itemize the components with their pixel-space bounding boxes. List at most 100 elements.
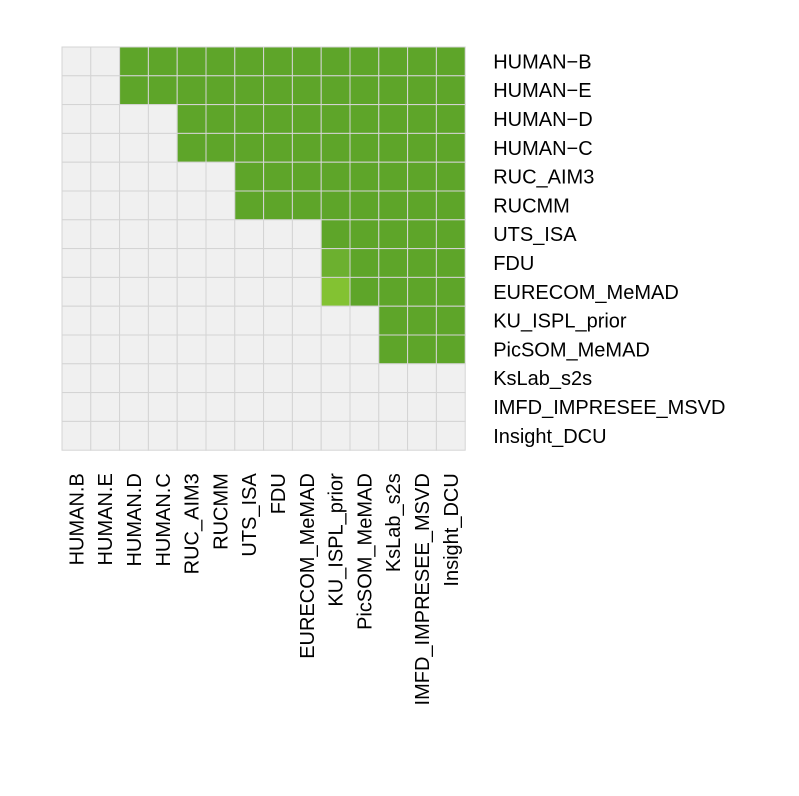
heatmap-cell [234, 363, 265, 394]
heatmap-cell [435, 305, 466, 336]
heatmap-cell [349, 104, 380, 134]
row-label: HUMAN−E [493, 80, 591, 102]
heatmap-cell [378, 75, 409, 106]
heatmap-cell [90, 248, 121, 278]
heatmap-cell [378, 161, 409, 192]
row-label: EURECOM_MeMAD [493, 282, 679, 304]
column-label: RUCMM [210, 473, 232, 550]
heatmap-cell [320, 305, 351, 336]
heatmap-cell [119, 305, 149, 336]
heatmap-cell [176, 190, 207, 221]
heatmap-cell [291, 305, 322, 336]
heatmap-cell [119, 104, 149, 134]
heatmap-cell [176, 420, 207, 451]
heatmap-cell [378, 190, 409, 221]
heatmap-cell [291, 190, 322, 221]
heatmap-cell [234, 392, 265, 422]
heatmap-cell [234, 334, 265, 365]
heatmap-cell [119, 132, 149, 163]
heatmap-cell [291, 420, 322, 451]
heatmap-cell [205, 248, 236, 278]
heatmap-cell [61, 190, 92, 221]
heatmap-cell [320, 132, 351, 163]
heatmap-cell [61, 392, 92, 422]
heatmap-cell [90, 276, 121, 307]
heatmap-cell [263, 132, 293, 163]
heatmap-cell [435, 46, 466, 77]
heatmap-cell [90, 75, 121, 106]
heatmap-cell [90, 334, 121, 365]
heatmap-cell [349, 392, 380, 422]
heatmap-cell [147, 305, 178, 336]
heatmap-cell [147, 334, 178, 365]
heatmap-cell [291, 248, 322, 278]
heatmap-cell [320, 75, 351, 106]
column-label: IMFD_IMPRESEE_MSVD [412, 473, 434, 705]
heatmap-cell [147, 190, 178, 221]
heatmap-cell [61, 104, 92, 134]
column-label: HUMAN.E [95, 473, 117, 565]
column-label: UTS_ISA [239, 473, 261, 557]
heatmap-cell [90, 132, 121, 163]
heatmap-cell [176, 219, 207, 250]
heatmap-cell [61, 420, 92, 451]
heatmap-cell [234, 190, 265, 221]
heatmap-cell [435, 392, 466, 422]
heatmap-cell [90, 363, 121, 394]
heatmap-cell [61, 334, 92, 365]
heatmap-cell [291, 161, 322, 192]
heatmap-cell [90, 305, 121, 336]
heatmap-cell [407, 75, 437, 106]
heatmap-cell [147, 75, 178, 106]
heatmap-cell [147, 104, 178, 134]
heatmap-cell [407, 132, 437, 163]
heatmap-cell [349, 219, 380, 250]
heatmap-cell [119, 276, 149, 307]
column-label: KsLab_s2s [383, 473, 405, 572]
heatmap-cell [320, 392, 351, 422]
heatmap-cell [176, 305, 207, 336]
heatmap-cell [234, 161, 265, 192]
heatmap-cell [378, 420, 409, 451]
heatmap-cell [378, 46, 409, 77]
heatmap-cell [435, 104, 466, 134]
column-label: KU_ISPL_prior [326, 473, 348, 607]
heatmap-cell [234, 75, 265, 106]
heatmap-cell [205, 104, 236, 134]
heatmap-cell [349, 46, 380, 77]
heatmap-cell [407, 420, 437, 451]
heatmap-cell [407, 276, 437, 307]
heatmap-cell [90, 420, 121, 451]
heatmap-cell [205, 420, 236, 451]
heatmap-cell [176, 161, 207, 192]
heatmap-cell [349, 75, 380, 106]
heatmap-cell [291, 104, 322, 134]
heatmap-cell [119, 420, 149, 451]
heatmap-cell [61, 46, 92, 77]
heatmap-cell [147, 132, 178, 163]
heatmap-cell [234, 276, 265, 307]
heatmap-cell [263, 161, 293, 192]
heatmap-cell [90, 392, 121, 422]
heatmap-cell [234, 248, 265, 278]
row-label: HUMAN−B [493, 51, 591, 73]
heatmap-cell [147, 392, 178, 422]
heatmap-cell [147, 276, 178, 307]
heatmap-cell [90, 46, 121, 77]
heatmap-cell [119, 248, 149, 278]
heatmap-cell [291, 219, 322, 250]
heatmap-cell [205, 334, 236, 365]
heatmap-cell [119, 190, 149, 221]
heatmap-cell [147, 46, 178, 77]
column-label: HUMAN.D [124, 473, 146, 566]
heatmap-cell [263, 219, 293, 250]
heatmap-cell [61, 219, 92, 250]
heatmap-cell [435, 75, 466, 106]
heatmap-cell [378, 305, 409, 336]
heatmap-cell [407, 219, 437, 250]
heatmap-cell [349, 334, 380, 365]
heatmap-cell [263, 420, 293, 451]
heatmap-cell [263, 248, 293, 278]
heatmap-cell [61, 248, 92, 278]
